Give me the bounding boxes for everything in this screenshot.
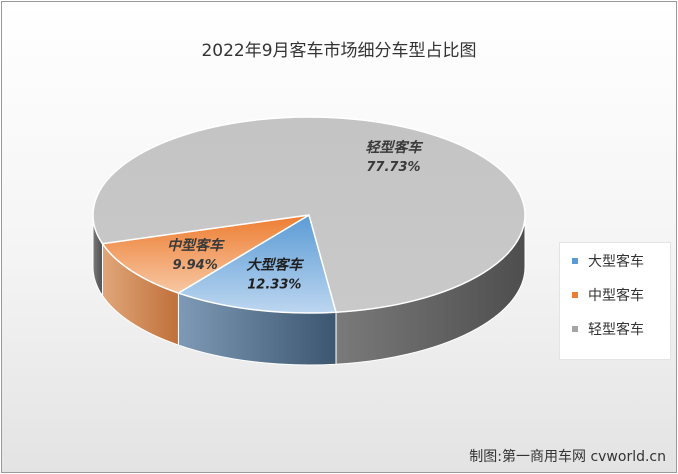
pie-slice-0 [176, 213, 338, 314]
credit-text: 制图:第一商用车网 cvworld.cn [469, 449, 666, 465]
legend-item-medium-bus: 中型客车 [572, 285, 644, 305]
legend-marker-icon [572, 326, 578, 332]
legend-marker-icon [572, 258, 578, 264]
legend-marker-icon [572, 292, 578, 298]
legend-label: 轻型客车 [588, 322, 644, 338]
pie-slice-1 [101, 214, 310, 294]
chart-title: 2022年9月客车市场细分车型占比图 [201, 41, 477, 61]
legend-label: 大型客车 [588, 254, 644, 270]
pie-slice-2 [92, 116, 526, 314]
data-label-category: 中型客车 [167, 237, 225, 254]
data-label-value: 12.33% [247, 278, 301, 293]
data-label-category: 大型客车 [246, 257, 304, 274]
data-label-value: 9.94% [173, 258, 218, 273]
legend: 大型客车 中型客车 轻型客车 [559, 242, 671, 360]
legend-label: 中型客车 [588, 288, 644, 304]
legend-item-light-bus: 轻型客车 [572, 319, 644, 339]
legend-item-large-bus: 大型客车 [572, 251, 644, 271]
data-label-category: 轻型客车 [365, 139, 423, 156]
data-label-value: 77.73% [366, 160, 420, 175]
